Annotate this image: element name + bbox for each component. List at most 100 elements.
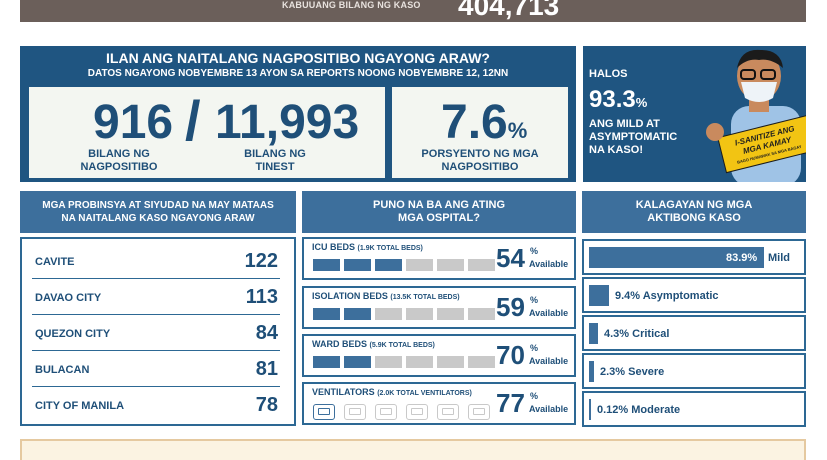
positives-label-line-1: BILANG NG — [88, 148, 150, 160]
hospital-available-label: Available — [529, 356, 569, 366]
bed-icon — [313, 356, 340, 368]
case-bar — [589, 361, 594, 382]
illustration-glasses-right — [760, 69, 776, 80]
bed-icon — [406, 356, 433, 368]
promo-caption: ANG MILD AT ASYMPTOMATIC NA KASO! — [589, 118, 699, 157]
ventilator-icon — [313, 404, 335, 420]
province-name: QUEZON CITY — [35, 328, 111, 340]
daily-positives-subtitle: DATOS NGAYONG NOBYEMBRE 13 AYON SA REPOR… — [87, 68, 509, 79]
tested-label-line-2: TINEST — [255, 161, 295, 173]
hospital-row-ventilators: VENTILATORS (2.0K TOTAL VENTILATORS) 77 … — [302, 382, 576, 425]
bed-icon — [468, 308, 495, 320]
hospital-row-total: (1.9K TOTAL BEDS) — [357, 245, 423, 252]
positivity-rate-sign: % — [507, 118, 528, 143]
bed-icon — [344, 356, 371, 368]
bed-icon — [375, 356, 402, 368]
case-label: Severe — [628, 366, 665, 378]
bed-icon — [375, 259, 402, 271]
hospital-available-pct: 54 — [496, 243, 525, 273]
bed-icon — [437, 308, 464, 320]
case-pct-label: 9.4% Asymptomatic — [615, 290, 719, 302]
active-cases-header-line-1: KALAGAYAN NG MGA — [635, 199, 753, 211]
positivity-rate-value: 7.6% — [441, 99, 527, 147]
hospital-available-label: Available — [529, 308, 569, 318]
province-cases: 78 — [255, 394, 278, 416]
bed-icon — [437, 259, 464, 271]
province-row-davao-city: DAVAO CITY 113 — [32, 279, 280, 315]
promo-intro: HALOS — [589, 68, 628, 80]
positivity-label-line-2: NAGPOSITIBO — [441, 161, 519, 173]
hospital-pct-sign: % — [530, 343, 539, 353]
case-label: Moderate — [631, 404, 681, 416]
hospital-available-label: Available — [529, 404, 569, 414]
illustration-hair — [737, 49, 783, 68]
province-row-quezon-city: QUEZON CITY 84 — [32, 315, 280, 351]
province-cases: 113 — [245, 286, 278, 308]
promo-caption-line-3: NA KASO! — [589, 144, 643, 156]
hospital-row-isolation-beds: ISOLATION BEDS (13.5K TOTAL BEDS) 59 % A… — [302, 286, 576, 329]
bed-icon — [313, 308, 340, 320]
daily-positives-panel: ILAN ANG NAITALANG NAGPOSITIBO NGAYONG A… — [20, 46, 576, 182]
positives-count: 916 — [93, 96, 174, 149]
case-row-severe: 2.3% Severe — [582, 353, 806, 389]
case-pct-label: 0.12% Moderate — [597, 404, 680, 416]
case-pct-label: 2.3% Severe — [600, 366, 664, 378]
hospital-row-title: ISOLATION BEDS (13.5K TOTAL BEDS) — [312, 291, 460, 301]
total-cases-banner: KABUUANG BILANG NG KASO 404,713 — [20, 0, 806, 22]
hospital-row-name: WARD BEDS — [312, 339, 368, 349]
bed-icon — [375, 308, 402, 320]
hospital-row-total: (13.5K TOTAL BEDS) — [390, 294, 460, 301]
case-pct-label: 4.3% Critical — [604, 328, 669, 340]
slash-divider: / — [185, 89, 201, 152]
province-name: CITY OF MANILA — [35, 400, 125, 412]
hospital-row-icu-beds: ICU BEDS (1.9K TOTAL BEDS) 54 % Availabl… — [302, 237, 576, 280]
provinces-header-line-1: MGA PROBINSYA AT SIYUDAD NA MAY MATAAS — [42, 200, 274, 211]
ventilator-icon — [406, 404, 428, 420]
ventilator-icon — [375, 404, 397, 420]
positives-label-line-2: NAGPOSITIBO — [80, 161, 158, 173]
hospital-available-pct: 70 — [496, 340, 525, 370]
tested-count: 11,993 — [215, 96, 360, 149]
hospital-row-total: (2.0K TOTAL VENTILATORS) — [377, 390, 472, 397]
footer-panel — [20, 439, 806, 460]
promo-caption-line-1: ANG MILD AT — [589, 118, 660, 130]
total-cases-value: 404,713 — [458, 0, 560, 21]
ventilator-icon — [468, 404, 490, 420]
hospitals-header: PUNO NA BA ANG ATING MGA OSPITAL? — [302, 191, 576, 233]
hospital-row-total: (5.9K TOTAL BEDS) — [369, 342, 435, 349]
hospital-row-title: WARD BEDS (5.9K TOTAL BEDS) — [312, 339, 435, 349]
case-pct: 83.9% — [726, 252, 758, 264]
province-name: CAVITE — [35, 256, 75, 268]
case-bar — [589, 399, 591, 420]
province-name: DAVAO CITY — [35, 292, 102, 304]
active-cases-header: KALAGAYAN NG MGA AKTIBONG KASO — [582, 191, 806, 233]
hospital-pct-sign: % — [530, 295, 539, 305]
hospital-available-pct: 59 — [496, 292, 525, 322]
case-row-mild: 83.9% Mild — [582, 239, 806, 275]
province-row-cavite: CAVITE 122 — [32, 243, 280, 279]
bed-icon — [344, 259, 371, 271]
bed-icon — [313, 259, 340, 271]
daily-positives-title: ILAN ANG NAITALANG NAGPOSITIBO NGAYONG A… — [106, 50, 490, 66]
promo-value: 93.3% — [589, 86, 647, 114]
promo-value-sign: % — [635, 95, 648, 110]
province-cases: 84 — [255, 322, 278, 344]
bed-icon — [406, 308, 433, 320]
provinces-header-line-2: NA NAITALANG KASO NGAYONG ARAW — [61, 213, 255, 224]
positives-label: BILANG NG NAGPOSITIBO — [71, 148, 167, 174]
case-bar — [589, 285, 609, 306]
case-pct: 4.3% — [604, 328, 630, 340]
province-cases: 81 — [255, 358, 278, 380]
ventilator-icon — [437, 404, 459, 420]
provinces-list: CAVITE 122 DAVAO CITY 113 QUEZON CITY 84… — [20, 237, 296, 426]
ventilator-icon — [344, 404, 366, 420]
case-label: Mild — [768, 252, 790, 264]
case-pct: 9.4% — [615, 290, 641, 302]
hospital-pct-sign: % — [530, 391, 539, 401]
illustration-mask — [741, 82, 777, 102]
case-row-asymptomatic: 9.4% Asymptomatic — [582, 277, 806, 313]
case-pct: 2.3% — [600, 366, 626, 378]
province-cases: 122 — [244, 250, 278, 272]
bed-icon — [468, 259, 495, 271]
hospital-row-name: ISOLATION BEDS — [312, 291, 388, 301]
